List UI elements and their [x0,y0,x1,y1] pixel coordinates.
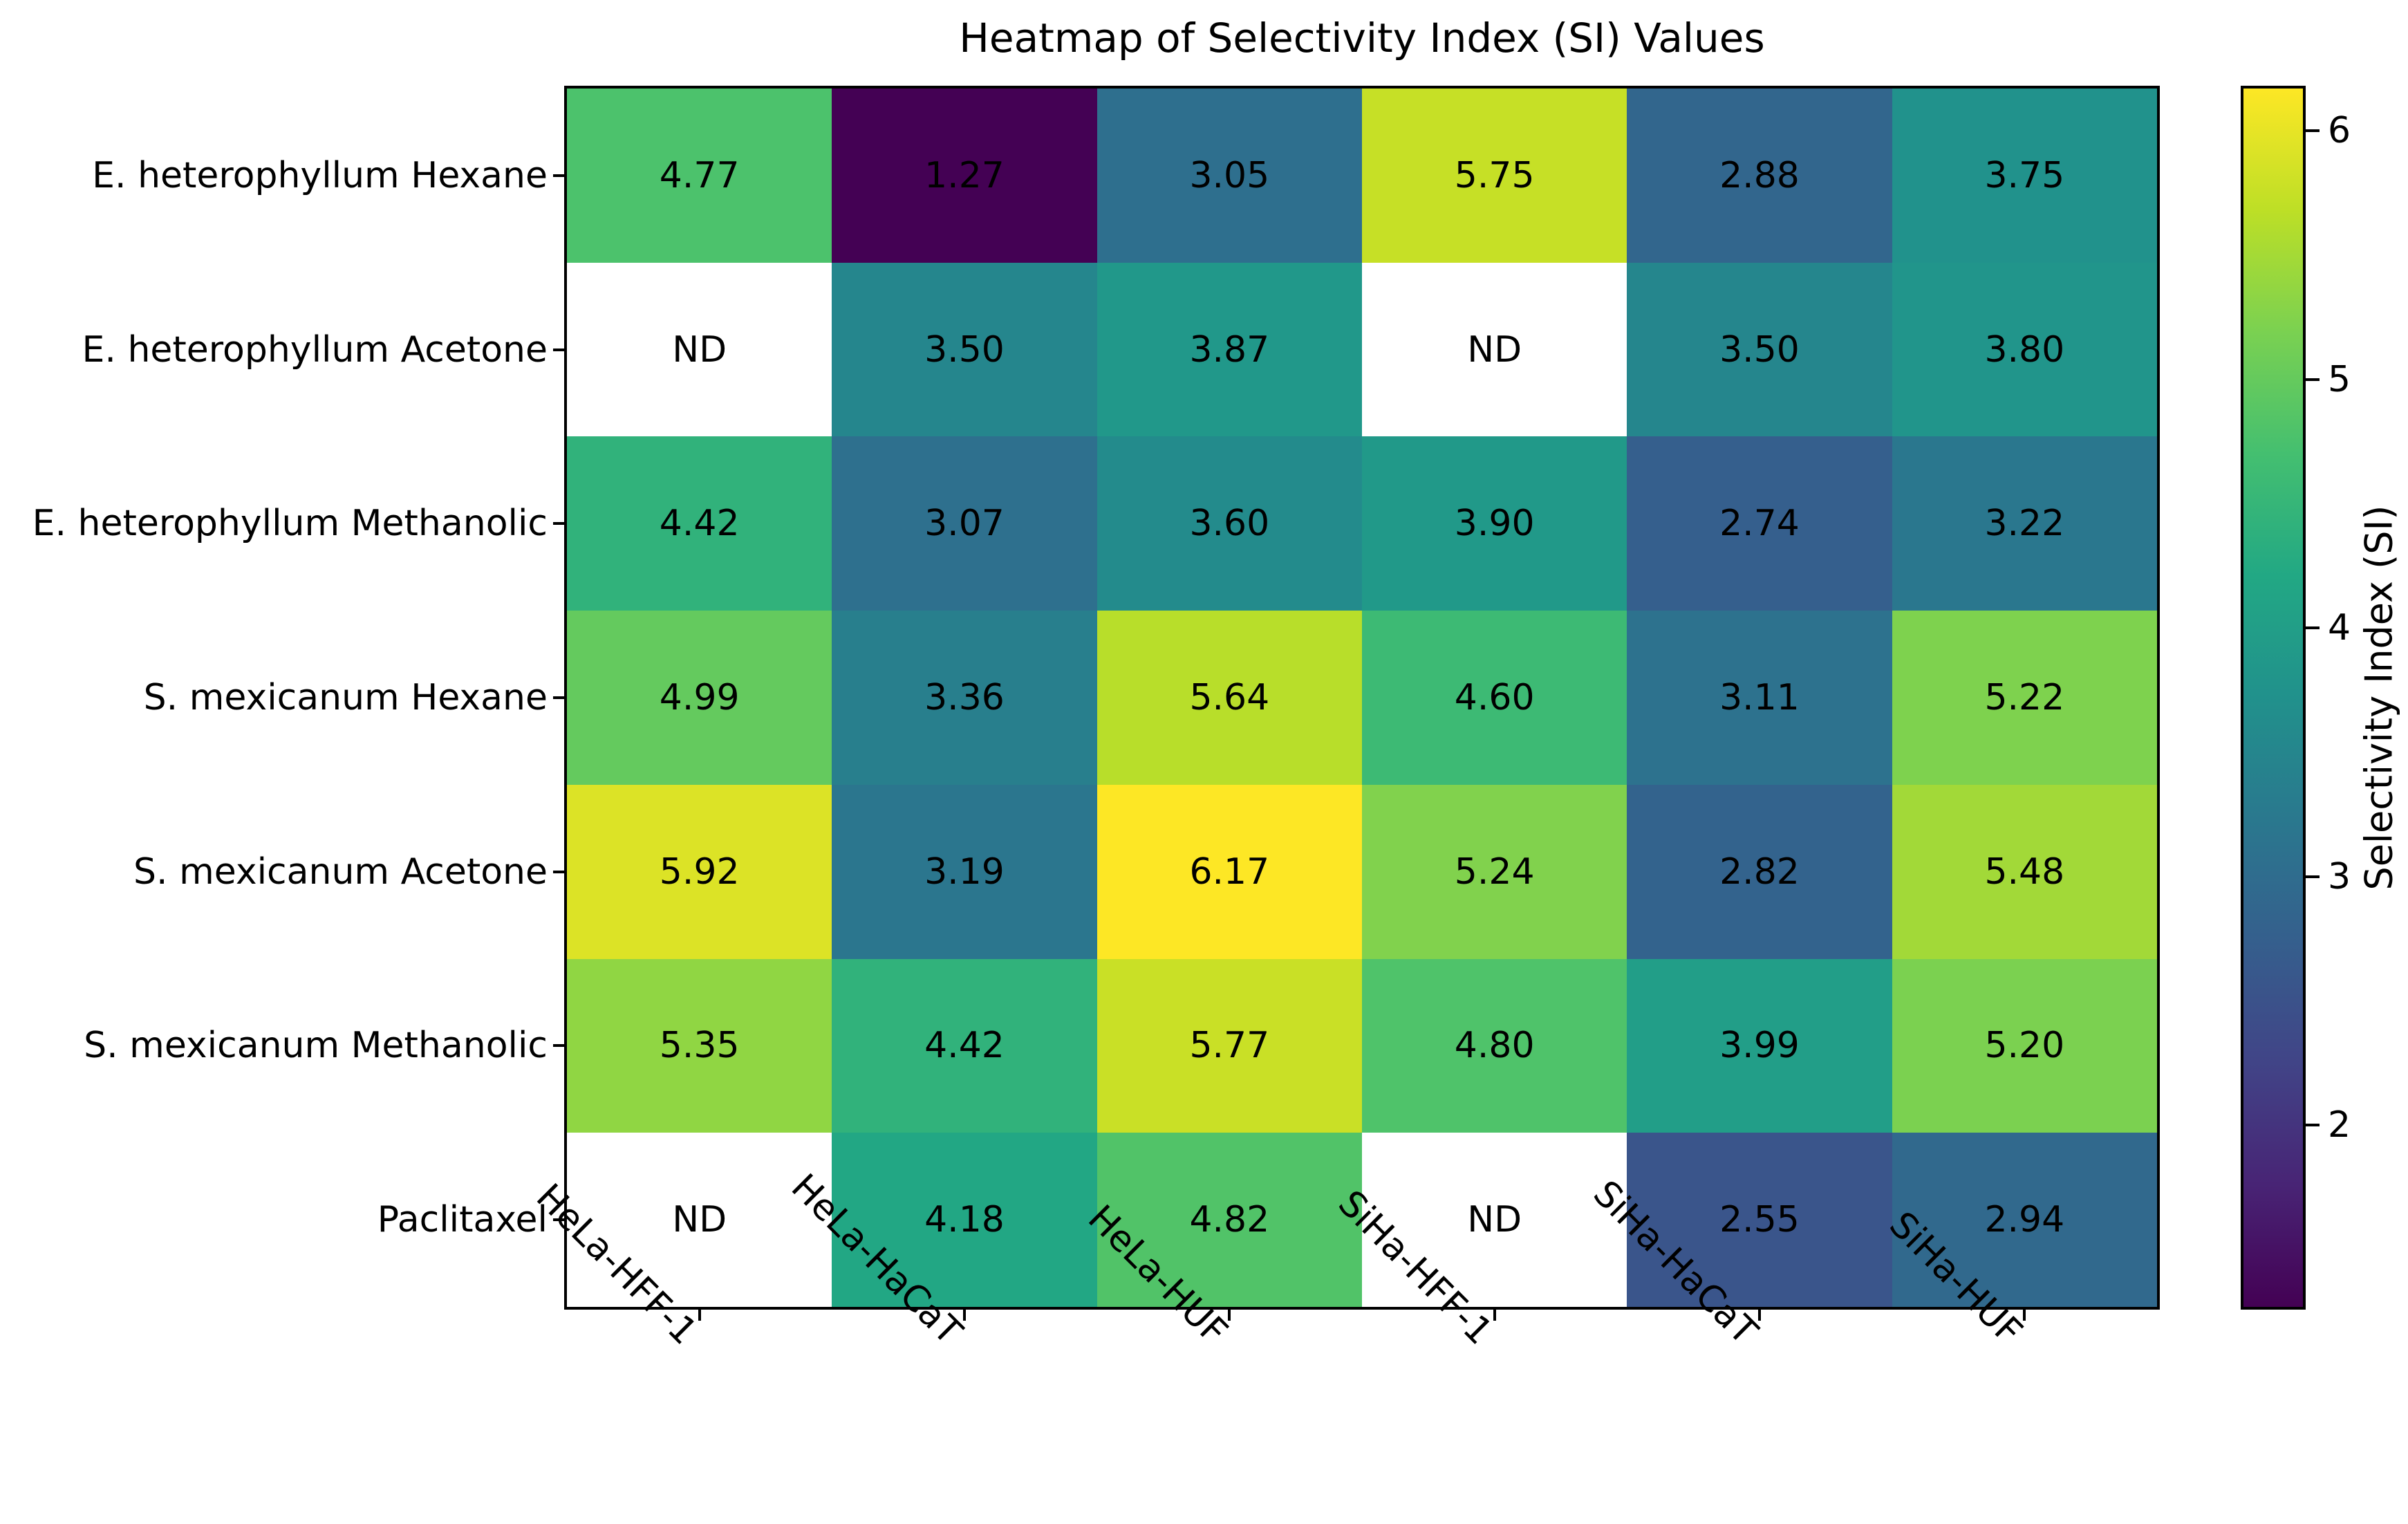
colorbar-label: Selectivity Index (SI) [2357,505,2401,891]
colorbar [2241,86,2306,1310]
heatmap-cell: 2.94 [1892,1133,2157,1307]
heatmap-cell: 2.82 [1627,784,1892,959]
heatmap-cell: 3.50 [832,262,1097,437]
y-tick-mark [553,1218,567,1222]
heatmap-cell: 5.22 [1892,611,2157,785]
colorbar-tick-mark [2306,1124,2320,1127]
y-tick-label: Paclitaxel [377,1199,548,1241]
heatmap-cell: 3.05 [1096,89,1362,263]
heatmap-cell: 4.42 [567,436,832,611]
heatmap-cell: 2.55 [1627,1133,1892,1307]
y-tick-label: E. heterophyllum Methanolic [32,503,548,545]
heatmap-cell: 3.60 [1096,436,1362,611]
heatmap-cell: 6.17 [1096,784,1362,959]
y-tick-mark [553,348,567,351]
y-tick-mark [553,870,567,873]
heatmap-cell: 4.80 [1362,958,1627,1133]
heatmap-cell: 4.18 [832,1133,1097,1307]
x-tick-mark [1758,1307,1761,1321]
heatmap-cell: 5.35 [567,958,832,1133]
x-tick-mark [2023,1307,2026,1321]
colorbar-tick-label: 6 [2328,110,2351,152]
y-tick-mark [553,1044,567,1048]
y-tick-mark [553,174,567,177]
x-tick-mark [698,1307,701,1321]
colorbar-tick-label: 5 [2328,358,2351,400]
x-tick-mark [1493,1307,1496,1321]
heatmap-cell: 3.90 [1362,436,1627,611]
heatmap-cell: 3.11 [1627,611,1892,785]
heatmap-cell: 5.77 [1096,958,1362,1133]
heatmap-cell: 3.87 [1096,262,1362,437]
colorbar-tick-mark [2306,626,2320,630]
colorbar-tick-mark [2306,129,2320,133]
colorbar-tick-mark [2306,378,2320,381]
colorbar-tick-label: 3 [2328,855,2351,898]
heatmap-cell: ND [567,262,832,437]
y-tick-mark [553,696,567,699]
colorbar-gradient [2243,89,2303,1307]
heatmap-cell: 2.88 [1627,89,1892,263]
heatmap-cell: 2.74 [1627,436,1892,611]
heatmap-cell: 4.99 [567,611,832,785]
heatmap-cell: 3.19 [832,784,1097,959]
heatmap-cell: 3.50 [1627,262,1892,437]
x-tick-mark [963,1307,966,1321]
heatmap-cell: 5.20 [1892,958,2157,1133]
heatmap-cell: 3.80 [1892,262,2157,437]
heatmap-cell: 3.99 [1627,958,1892,1133]
y-tick-label: E. heterophyllum Acetone [82,328,548,371]
heatmap-cell: 4.82 [1096,1133,1362,1307]
y-tick-label: S. mexicanum Methanolic [84,1025,548,1067]
heatmap-cell: 3.22 [1892,436,2157,611]
heatmap-cell: ND [1362,1133,1627,1307]
heatmap-cell: 3.75 [1892,89,2157,263]
chart-title: Heatmap of Selectivity Index (SI) Values [959,15,1765,62]
x-tick-mark [1228,1307,1231,1321]
heatmap-cell: 1.27 [832,89,1097,263]
heatmap-cell: 5.75 [1362,89,1627,263]
heatmap-cell: 5.48 [1892,784,2157,959]
colorbar-tick-label: 2 [2328,1104,2351,1146]
colorbar-tick-mark [2306,875,2320,878]
y-tick-label: S. mexicanum Hexane [143,677,548,718]
heatmap-grid: 4.77 1.27 3.05 5.75 2.88 3.75 ND 3.50 3.87 ND 3.50… [564,86,2160,1310]
y-tick-label: E. heterophyllum Hexane [92,154,548,196]
y-tick-mark [553,522,567,526]
heatmap-cell: ND [1362,262,1627,437]
heatmap-cell: 4.60 [1362,611,1627,785]
y-tick-label: S. mexicanum Acetone [133,851,548,893]
heatmap-cell: 5.24 [1362,784,1627,959]
heatmap-cell: 4.42 [832,958,1097,1133]
colorbar-tick-label: 4 [2328,607,2351,649]
heatmap-cell: 5.92 [567,784,832,959]
heatmap-cell: ND [567,1133,832,1307]
heatmap-cell: 3.36 [832,611,1097,785]
heatmap-cell: 3.07 [832,436,1097,611]
heatmap-cell: 4.77 [567,89,832,263]
heatmap-cell: 5.64 [1096,611,1362,785]
